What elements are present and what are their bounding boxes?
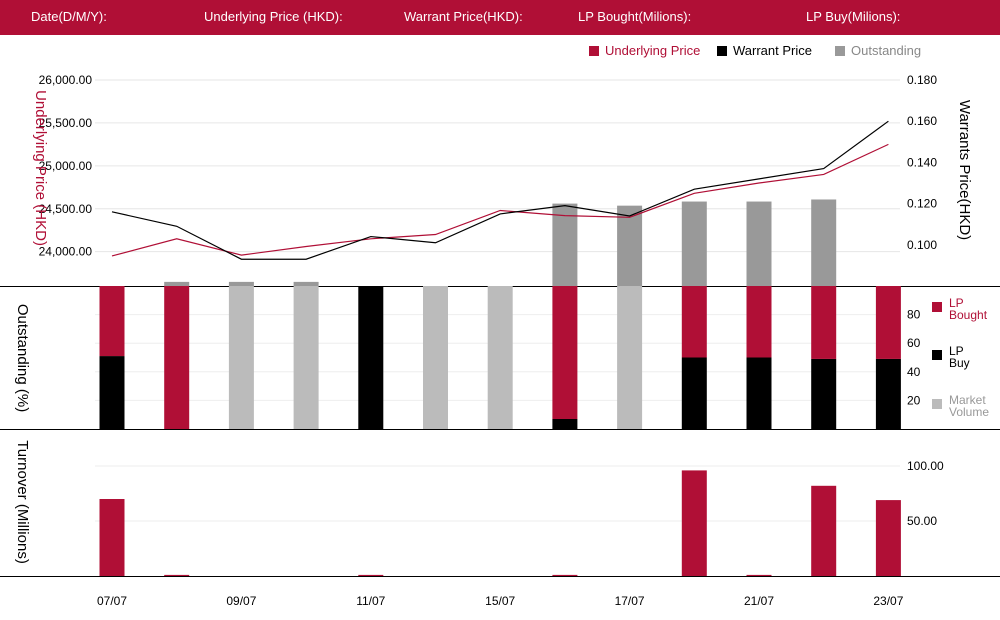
date-label: Date(D/M/Y):	[31, 9, 107, 24]
market-volume-bar	[423, 286, 448, 429]
outstanding-bar	[681, 201, 707, 286]
warrant-swatch-icon	[717, 46, 727, 56]
lp-bought-bar	[875, 286, 901, 359]
outstanding-bar	[811, 199, 837, 286]
outstanding-tick-label: 20	[907, 393, 921, 407]
left-tick-label: 24,500.00	[39, 202, 93, 216]
turnover-bar	[875, 500, 901, 576]
right-tick-label: 0.120	[907, 197, 937, 211]
outstanding-bar	[552, 203, 578, 286]
lp-buy-swatch-icon	[932, 350, 942, 360]
outstanding-tick-label: 60	[907, 336, 921, 350]
left-tick-label: 25,000.00	[39, 159, 93, 173]
underlying-swatch-icon	[589, 46, 599, 56]
lp-buy-label: LP Buy(Milions):	[806, 9, 901, 24]
turnover-bar	[811, 485, 837, 576]
lp-bought-bar	[552, 286, 578, 419]
x-tick-label: 11/07	[356, 594, 385, 608]
right-tick-label: 0.160	[907, 114, 937, 128]
legend-lp-bought[interactable]: LP Bought	[932, 297, 1000, 323]
lp-bought-bar	[746, 286, 772, 358]
x-tick-label: 07/07	[97, 594, 127, 608]
lp-bought-bar	[99, 286, 125, 357]
turnover-bar	[358, 574, 384, 576]
outstanding-tick-label: 80	[907, 308, 921, 322]
underlying-price-axis-title: Underlying Price (HKD)	[32, 90, 49, 246]
market-volume-bar	[487, 286, 513, 429]
market-volume-bar	[617, 286, 643, 429]
turnover-bar	[746, 574, 772, 576]
turnover-bar	[681, 470, 707, 576]
outstanding-tick-label: 40	[907, 365, 921, 379]
outstanding-bar	[293, 281, 319, 286]
lp-bought-label: LP Bought(Milions):	[578, 9, 692, 24]
turnover-bar	[552, 574, 578, 576]
outstanding-bar	[617, 205, 643, 286]
market-volume-bar	[293, 286, 319, 429]
market-volume-swatch-icon	[932, 399, 942, 409]
lp-bought-bar	[164, 286, 190, 429]
lp-buy-bar	[746, 357, 772, 429]
legend-lp-buy[interactable]: LP Buy	[932, 345, 1000, 371]
warrant-price-line	[111, 120, 889, 260]
turnover-tick-label: 50.00	[907, 514, 937, 528]
x-tick-label: 15/07	[485, 594, 515, 608]
lp-buy-bar	[358, 286, 384, 429]
right-tick-label: 0.140	[907, 155, 937, 169]
legend-outstanding[interactable]: Outstanding	[835, 43, 921, 58]
right-tick-label: 0.180	[907, 73, 937, 87]
turnover-bar	[164, 574, 190, 576]
x-tick-label: 21/07	[744, 594, 774, 608]
x-tick-label: 23/07	[873, 594, 903, 608]
lp-buy-bar	[811, 358, 837, 429]
lp-buy-bar	[552, 418, 578, 429]
x-tick-label: 09/07	[226, 594, 256, 608]
legend-warrant[interactable]: Warrant Price	[717, 43, 812, 58]
header-bar: Date(D/M/Y): Underlying Price (HKD): War…	[0, 0, 1000, 35]
lp-buy-bar	[681, 357, 707, 429]
turnover-bar	[99, 499, 125, 576]
legend-underlying[interactable]: Underlying Price	[589, 43, 700, 58]
warrant-price-label: Warrant Price(HKD):	[404, 9, 523, 24]
outstanding-bar	[228, 281, 254, 286]
outstanding-bar	[746, 201, 772, 286]
left-tick-label: 25,500.00	[39, 116, 93, 130]
lp-bought-swatch-icon	[932, 302, 942, 312]
market-volume-bar	[228, 286, 254, 429]
right-tick-label: 0.100	[907, 238, 937, 252]
turnover-tick-label: 100.00	[907, 459, 944, 473]
underlying-price-label: Underlying Price (HKD):	[204, 9, 343, 24]
outstanding-bar	[164, 281, 190, 286]
lp-bought-bar	[681, 286, 707, 358]
legend-market-volume[interactable]: Market Volume	[932, 394, 1000, 420]
x-tick-label: 17/07	[615, 594, 645, 608]
lp-bought-bar	[811, 286, 837, 359]
outstanding-axis-title: Outstanding (%)	[14, 304, 31, 412]
warrant-price-axis-title: Warrants Price(HKD)	[956, 100, 973, 240]
turnover-axis-title: Turnover (Millions)	[14, 440, 31, 564]
lp-buy-bar	[875, 358, 901, 429]
left-tick-label: 26,000.00	[39, 73, 93, 87]
outstanding-swatch-icon	[835, 46, 845, 56]
lp-buy-bar	[99, 356, 125, 429]
underlying-price-line	[111, 143, 889, 257]
left-tick-label: 24,000.00	[39, 245, 93, 259]
